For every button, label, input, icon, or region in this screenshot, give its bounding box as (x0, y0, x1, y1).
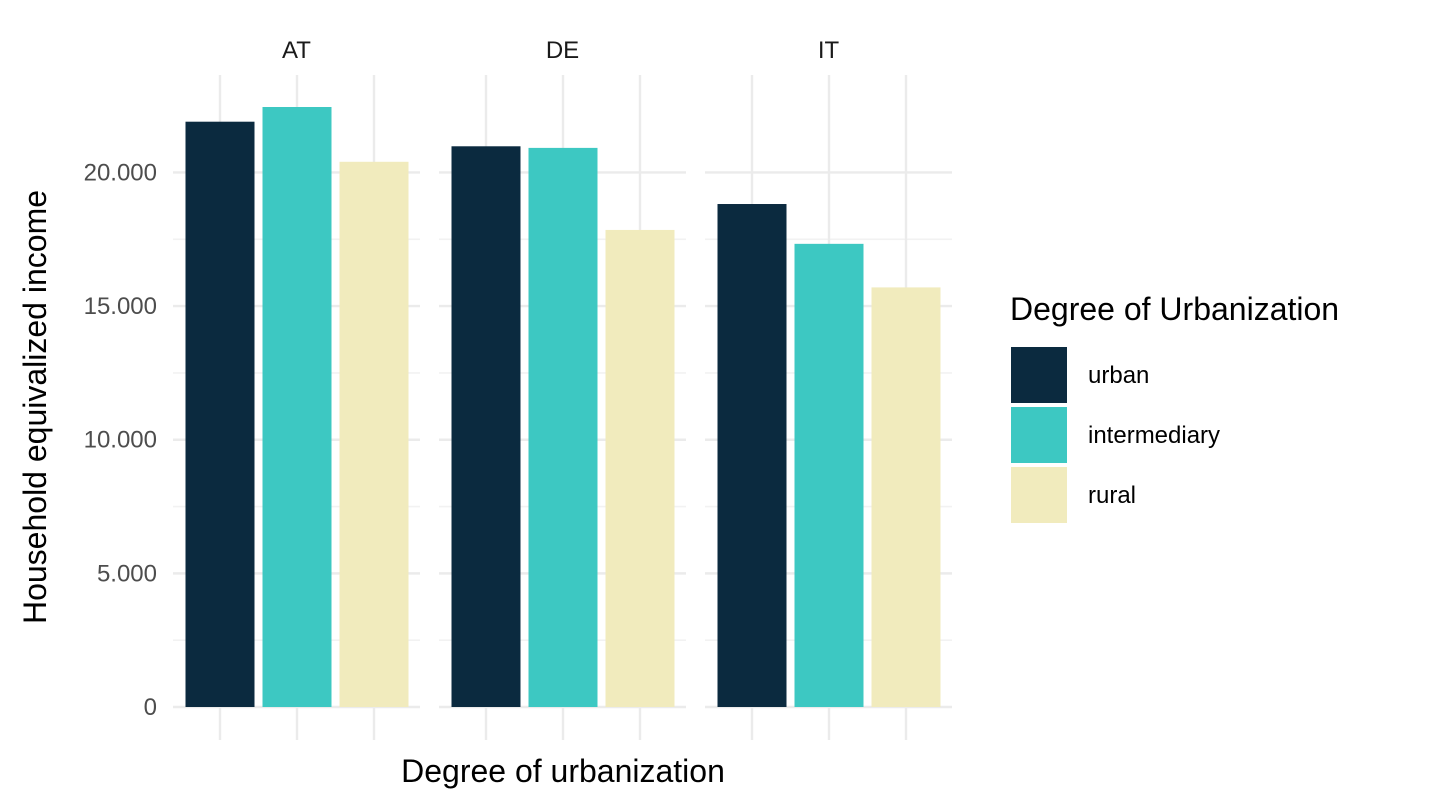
legend-key-rural (1011, 467, 1067, 523)
bar-de-rural (605, 229, 675, 707)
bar-at-urban (185, 121, 255, 707)
y-tick-label: 5.000 (97, 560, 157, 587)
y-tick-label: 10.000 (84, 427, 157, 454)
bar-it-intermediary (794, 243, 864, 708)
y-tick-label: 20.000 (84, 159, 157, 186)
legend-title: Degree of Urbanization (1010, 291, 1339, 327)
facet-strips: AT DE IT (282, 37, 839, 64)
bar-it-urban (717, 204, 787, 707)
legend-key-intermediary (1011, 407, 1067, 463)
bar-at-intermediary (262, 107, 332, 707)
legend-label-urban: urban (1088, 362, 1149, 389)
legend-label-intermediary: intermediary (1088, 422, 1220, 449)
y-axis-ticks: 0 5.000 10.000 15.000 20.000 (84, 159, 157, 721)
bars (185, 107, 941, 708)
legend-label-rural: rural (1088, 482, 1136, 509)
legend: Degree of Urbanization urban intermediary… (1010, 291, 1339, 523)
facet-label-at: AT (282, 37, 311, 64)
y-axis-title: Household equivalized income (17, 190, 53, 624)
facet-label-it: IT (818, 37, 840, 64)
bar-it-rural (871, 287, 941, 707)
bar-de-urban (451, 146, 521, 708)
facet-label-de: DE (546, 37, 579, 64)
bar-at-rural (339, 161, 409, 707)
legend-key-urban (1011, 347, 1067, 403)
bar-de-intermediary (528, 147, 598, 707)
y-tick-label: 15.000 (84, 293, 157, 320)
y-tick-label: 0 (144, 694, 157, 721)
legend-items: urban intermediary rural (1011, 347, 1220, 523)
x-axis-title: Degree of urbanization (401, 753, 725, 789)
